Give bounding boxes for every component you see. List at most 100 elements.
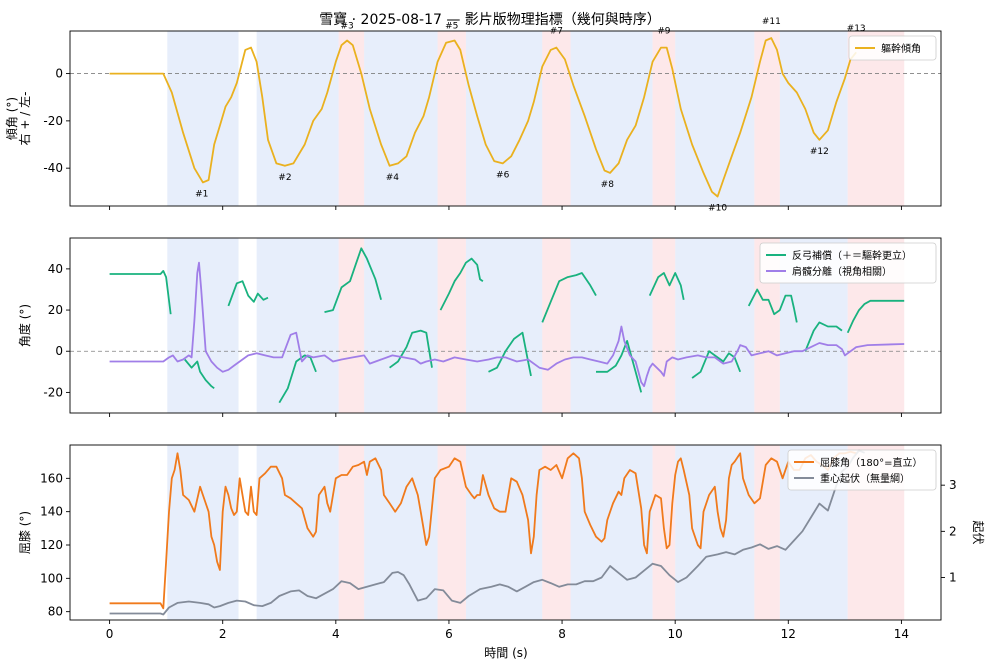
peak-annotation: #12 bbox=[810, 147, 829, 157]
peak-annotation: #5 bbox=[445, 22, 458, 32]
peak-annotation: #4 bbox=[386, 173, 400, 183]
legend-box bbox=[759, 242, 937, 284]
phase-span-blue bbox=[167, 238, 239, 413]
y2-tick-label: 3 bbox=[949, 478, 957, 492]
y2-axis-label: 起伏 bbox=[971, 520, 985, 544]
phase-span-blue bbox=[256, 445, 339, 620]
x-tick-label: 8 bbox=[558, 627, 566, 641]
x-tick-label: 6 bbox=[445, 627, 453, 641]
legend-entry: 肩髖分離（視角相關） bbox=[792, 265, 892, 278]
phase-span-red bbox=[437, 31, 466, 206]
phase-span-red bbox=[542, 445, 571, 620]
series-line-1-0-seg14 bbox=[846, 299, 905, 334]
panel-torso-tilt: 0 -20 -40 傾角 (°) 右 + / 左- #1 #2 #3 #4 #5 #6 #7 #8 #9 #… bbox=[5, 17, 942, 214]
series-line-1-0-seg0 bbox=[109, 270, 172, 315]
y-tick-label: 20 bbox=[48, 303, 63, 317]
series-line-2-1 bbox=[109, 449, 865, 616]
phase-span-red bbox=[652, 238, 676, 413]
peak-annotation: #6 bbox=[496, 171, 510, 181]
panel-knee-com: 0 2 4 6 8 10 12 14 160 140 120 100 80 3 2 1 起伏 屈膝 (°) 屈膝角（… bbox=[18, 444, 985, 641]
phase-span-red bbox=[338, 238, 365, 413]
peak-annotation: #10 bbox=[708, 204, 727, 214]
x-tick-label: 0 bbox=[106, 627, 114, 641]
phase-span-red bbox=[542, 238, 571, 413]
peak-annotation: #7 bbox=[550, 26, 563, 36]
phase-span-blue bbox=[256, 31, 339, 206]
phase-span-blue bbox=[364, 445, 438, 620]
x-tick-label: 12 bbox=[781, 627, 796, 641]
y-axis-label: 傾角 (°) bbox=[5, 97, 19, 140]
peak-annotation: #1 bbox=[195, 190, 208, 200]
y-axis-label: 角度 (°) bbox=[17, 304, 32, 347]
peak-annotation: #3 bbox=[340, 22, 353, 32]
x-axis-label: 時間 (s) bbox=[484, 646, 527, 660]
series-line-1-0-seg7 bbox=[488, 331, 532, 377]
phase-span-blue bbox=[364, 31, 438, 206]
phase-span-blue bbox=[465, 445, 543, 620]
phase-span-blue bbox=[364, 238, 438, 413]
y-tick-label: 120 bbox=[40, 538, 63, 552]
phase-span-blue bbox=[675, 445, 755, 620]
phase-span-blue bbox=[675, 238, 755, 413]
legend-box bbox=[848, 35, 937, 61]
phase-span-blue bbox=[779, 31, 848, 206]
series-line-1-0-seg8 bbox=[541, 272, 597, 323]
phase-span-blue bbox=[256, 238, 339, 413]
phase-span-red bbox=[338, 445, 365, 620]
y2-tick-label: 1 bbox=[949, 571, 957, 585]
x-tick-label: 14 bbox=[894, 627, 909, 641]
y-tick-label: 80 bbox=[48, 605, 63, 619]
series-line-2-0 bbox=[109, 450, 857, 610]
y-tick-label: 160 bbox=[40, 471, 63, 485]
y-tick-label: 100 bbox=[40, 571, 63, 585]
series-line-1-0-seg10 bbox=[648, 272, 685, 300]
legend: 軀幹傾角 bbox=[848, 35, 937, 61]
peak-annotation: #11 bbox=[762, 17, 781, 27]
phase-shading bbox=[167, 31, 905, 206]
legend: 反弓補償（＋＝驅幹更立） 肩髖分離（視角相關） bbox=[759, 242, 937, 284]
y-tick-label: 40 bbox=[48, 262, 63, 276]
phase-span-blue bbox=[570, 31, 653, 206]
legend-entry: 軀幹傾角 bbox=[881, 42, 921, 55]
axes-frame bbox=[69, 30, 942, 207]
y-axis-label: 右 + / 左- bbox=[17, 92, 32, 146]
y-tick-label: 0 bbox=[55, 67, 63, 81]
legend-entry: 重心起伏（無量綱） bbox=[820, 472, 910, 485]
phase-span-red bbox=[754, 445, 780, 620]
series-line-1-0-seg5 bbox=[389, 329, 433, 369]
series-line-1-0-seg6 bbox=[439, 257, 484, 311]
x-tick-label: 2 bbox=[219, 627, 227, 641]
y2-tick-label: 2 bbox=[949, 524, 957, 538]
legend-box bbox=[787, 449, 937, 491]
chart-title: 雪寶 · 2025-08-17 — 影片版物理指標（幾何與時序） bbox=[319, 12, 661, 28]
legend-entry: 反弓補償（＋＝驅幹更立） bbox=[792, 249, 912, 262]
y-tick-label: -20 bbox=[43, 114, 63, 128]
series-line-1-0-seg2 bbox=[227, 280, 269, 307]
phase-span-blue bbox=[167, 445, 239, 620]
panel-angles: 40 20 0 -20 角度 (°) 反弓補償（＋＝驅幹更立） 肩髖分離（視角相關） bbox=[17, 237, 942, 417]
phase-span-red bbox=[754, 31, 780, 206]
series-line-1-0-seg12 bbox=[747, 288, 798, 323]
axes-frame bbox=[69, 237, 942, 414]
phase-span-blue bbox=[167, 31, 239, 206]
peak-annotation: #13 bbox=[847, 24, 866, 34]
phase-span-blue bbox=[675, 31, 755, 206]
series-line-0-0 bbox=[109, 37, 857, 198]
y-tick-label: -40 bbox=[43, 161, 63, 175]
y-tick-label: 0 bbox=[55, 344, 63, 358]
peak-annotation: #8 bbox=[601, 180, 615, 190]
series-line-1-0-seg13 bbox=[804, 321, 843, 352]
phase-span-red bbox=[652, 31, 676, 206]
x-tick-label: 4 bbox=[332, 627, 340, 641]
series-line-1-0-seg4 bbox=[324, 247, 382, 313]
y-axis-label: 屈膝 (°) bbox=[18, 511, 32, 554]
y-tick-label: 140 bbox=[40, 505, 63, 519]
phase-span-blue bbox=[465, 238, 543, 413]
series-line-1-0-seg1 bbox=[184, 358, 215, 390]
series-line-1-1 bbox=[109, 261, 905, 388]
y-tick-label: -20 bbox=[43, 385, 63, 399]
phase-span-red bbox=[437, 238, 466, 413]
legend: 屈膝角（180°=直立） 重心起伏（無量綱） bbox=[787, 449, 937, 491]
